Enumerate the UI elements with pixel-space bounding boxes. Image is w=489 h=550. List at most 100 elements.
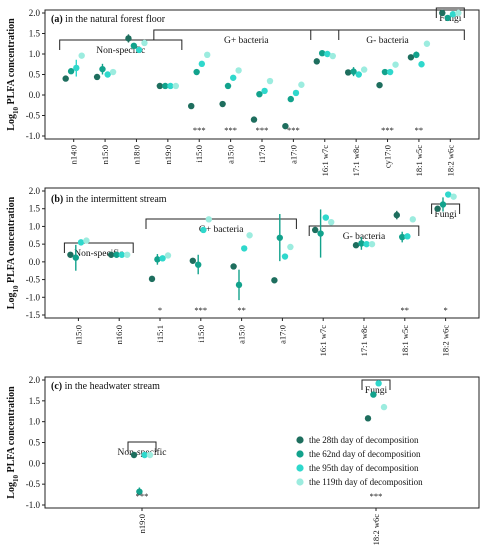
y-tick-label: 0.0	[29, 458, 41, 468]
data-point	[363, 240, 370, 248]
y-axis-label-sub: 10	[12, 285, 20, 293]
data-point	[136, 488, 143, 495]
data-point	[189, 257, 196, 264]
y-axis-label-text: PLFA concentration	[6, 18, 17, 107]
data-point	[370, 391, 377, 398]
data-point	[108, 251, 115, 258]
x-tick-label: i15:1	[155, 325, 165, 342]
data-point	[329, 52, 336, 60]
legend-marker	[296, 464, 304, 472]
data-point	[146, 451, 154, 459]
y-tick-label: -0.5	[26, 275, 41, 285]
group-bracket-line	[153, 29, 340, 40]
data-point	[298, 81, 305, 88]
significance-mark: ***	[287, 125, 300, 135]
group-bracket: G+ bacteria	[145, 218, 297, 235]
panel-letter: (b)	[51, 194, 63, 205]
significance-mark: ***	[136, 491, 149, 501]
panel-title-text: in the headwater stream	[62, 381, 160, 392]
data-point	[392, 61, 399, 68]
data-point	[195, 261, 202, 268]
y-tick-label: -1.0	[26, 131, 41, 141]
x-tick-label: n15:0	[100, 145, 110, 164]
panel-a: 2.0 1.5 1.0 0.5 0.0 -0.5 -1.0 (a) in the natura…	[6, 7, 480, 177]
group-bracket-line	[63, 242, 134, 253]
y-axis-label-sub: 10	[12, 475, 20, 483]
data-point	[399, 233, 406, 241]
significance-mark: ***	[381, 125, 394, 135]
data-point	[125, 35, 132, 42]
data-point	[93, 73, 101, 81]
significance-mark: ***	[194, 305, 207, 315]
group-label: Non-specific	[74, 248, 123, 259]
x-tick-label: i17:0	[257, 145, 267, 162]
data-point	[368, 240, 376, 248]
data-point	[198, 60, 206, 68]
data-point	[72, 254, 80, 261]
data-point	[162, 82, 169, 90]
group-bracket: Non-specific	[59, 39, 183, 56]
group-bracket-line	[435, 7, 465, 18]
data-point	[250, 116, 258, 123]
data-point	[312, 226, 319, 234]
y-tick-label: 1.5	[29, 29, 41, 39]
legend-entry: the 28th day of decomposition	[309, 435, 419, 445]
data-point	[409, 216, 416, 223]
x-tick-label: 18:2 w6c	[445, 145, 455, 177]
panel-letter: (a)	[51, 14, 63, 25]
panel-title-text: in the natural forest floor	[63, 14, 166, 25]
y-axis-label: Log10 PLFA concentration	[6, 386, 20, 499]
data-point	[317, 230, 324, 237]
group-label: G+ bacteria	[224, 36, 269, 46]
significance-mark: ***	[370, 491, 383, 501]
data-point	[78, 52, 85, 59]
y-tick-label: -1.5	[26, 310, 41, 320]
x-tick-label: a17:0	[288, 145, 298, 164]
data-point	[322, 214, 329, 221]
x-tick-label: 18:2 w6c	[371, 514, 381, 546]
plot-frame	[44, 187, 480, 319]
significance-mark: ***	[224, 125, 237, 135]
y-tick-label: 2.0	[29, 186, 41, 196]
group-label: G- bacteria	[366, 36, 409, 46]
x-tick-label: i15:0	[196, 325, 206, 342]
group-bracket-line	[127, 441, 157, 452]
significance-mark: *	[443, 305, 447, 315]
data-point	[318, 49, 326, 57]
data-point	[235, 67, 242, 74]
data-point	[434, 205, 441, 212]
data-point	[204, 51, 211, 59]
x-tick-label: n19:0	[137, 514, 147, 533]
group-label: Fungi	[435, 210, 458, 220]
data-point	[360, 66, 368, 73]
data-point	[205, 216, 212, 223]
data-point	[188, 102, 195, 110]
data-point	[130, 42, 138, 49]
data-point	[271, 277, 278, 284]
panel-title: (b) in the intermittent stream	[51, 194, 167, 205]
group-label: Fungi	[365, 386, 388, 396]
legend-entry: the 95th day of decomposition	[309, 463, 419, 473]
data-point	[83, 237, 90, 244]
data-point	[444, 14, 451, 22]
group-label: G- bacteria	[343, 232, 386, 242]
data-point	[224, 82, 232, 90]
significance-mark: *	[158, 305, 162, 315]
legend-marker	[296, 436, 304, 444]
group-bracket-line	[59, 39, 183, 50]
significance-mark: **	[415, 125, 424, 135]
data-point	[230, 74, 237, 81]
y-tick-label: 2.0	[29, 8, 41, 18]
y-tick-label: 1.5	[29, 396, 41, 406]
data-point	[67, 251, 74, 258]
data-point	[287, 243, 294, 251]
data-point	[282, 122, 289, 130]
group-bracket: Non-specific	[63, 242, 134, 259]
data-point	[393, 211, 400, 219]
data-point	[328, 218, 335, 226]
data-point	[73, 64, 80, 72]
data-point	[407, 54, 415, 61]
data-point	[113, 251, 120, 258]
y-axis-label-text: PLFA concentration	[6, 386, 17, 475]
data-point	[418, 61, 425, 68]
